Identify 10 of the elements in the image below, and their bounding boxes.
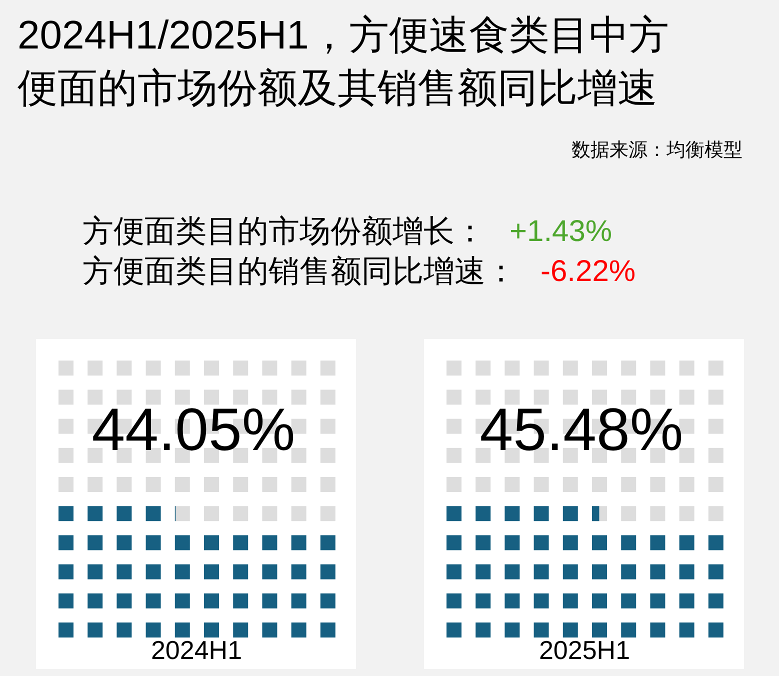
category-label: 2024H1 [150,634,242,665]
text: 2024H1/2025H1，方便速食类目中方便面的市场份额及其销售额同比增速 [18,14,669,111]
data-label: 45.48% [480,396,684,463]
source-note: 数据来源：均衡模型 [572,140,742,161]
text: +1.43% [510,214,612,248]
text: 方便面类目的市场份额增长： [82,214,486,249]
text: -6.22% [540,254,636,288]
data-label: 44.05% [92,396,296,463]
text: 方便面类目的销售额同比增速： [82,254,516,289]
category-label: 2025H1 [538,634,630,665]
